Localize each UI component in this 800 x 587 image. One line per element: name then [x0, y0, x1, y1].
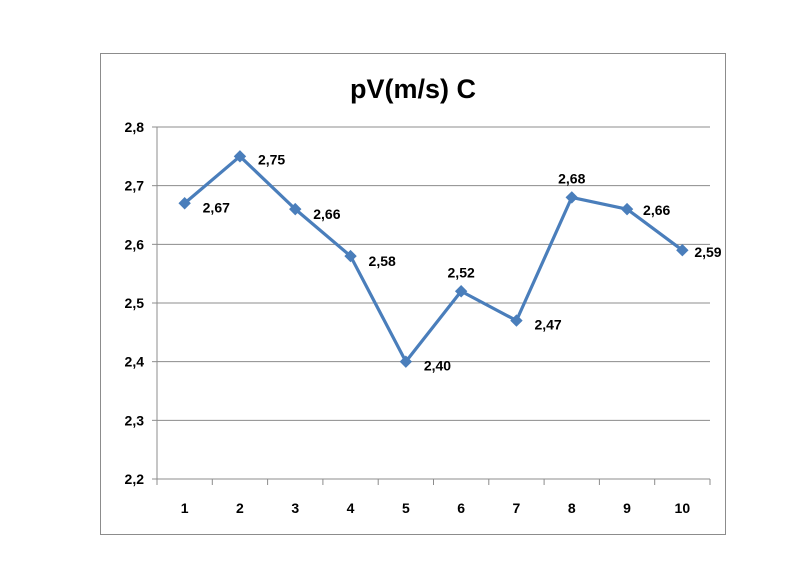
data-point-marker	[676, 243, 689, 257]
axes	[152, 126, 711, 485]
data-point-marker	[620, 202, 634, 216]
y-tick-label: 2,4	[125, 354, 145, 370]
data-label: 2,58	[369, 253, 396, 269]
x-tick-label: 8	[568, 500, 576, 516]
data-label: 2,68	[558, 170, 585, 186]
x-tick-label: 6	[457, 500, 465, 516]
x-tick-label: 5	[402, 500, 410, 516]
data-point-marker	[565, 191, 578, 204]
x-tick-label: 2	[236, 500, 244, 516]
y-tick-label: 2,6	[125, 236, 145, 252]
series-line	[183, 154, 684, 364]
y-tick-label: 2,2	[125, 471, 145, 487]
y-tick-label: 2,8	[125, 119, 145, 135]
gridlines	[157, 126, 710, 421]
x-tick-label: 4	[347, 500, 355, 516]
x-tick-label: 7	[513, 500, 521, 516]
data-point-marker	[233, 150, 247, 163]
data-label: 2,75	[258, 151, 285, 167]
data-point-marker	[454, 285, 468, 298]
y-tick-label: 2,3	[125, 412, 145, 428]
y-tick-label: 2,5	[125, 295, 145, 311]
data-label: 2,47	[534, 317, 561, 333]
data-labels: 2,67 2,75 2,66 2,58 2,40 2,52 2,47 2,68 2,66 2,59	[203, 151, 722, 373]
data-point-marker	[399, 355, 413, 368]
x-tick-label: 3	[291, 500, 299, 516]
data-markers	[178, 150, 689, 368]
data-label: 2,59	[694, 244, 721, 260]
data-label: 2,40	[424, 358, 451, 374]
series-line-path	[183, 154, 684, 364]
chart-area	[100, 53, 726, 535]
x-tick-label: 1	[181, 500, 189, 516]
y-axis-tick-labels: 2,2 2,3 2,4 2,5 2,6 2,7 2,8	[125, 119, 145, 487]
data-label: 2,52	[448, 264, 475, 280]
x-axis-tick-labels: 1 2 3 4 5 6 7 8 9 10	[181, 500, 691, 516]
data-label: 2,66	[313, 206, 340, 222]
data-point-marker	[510, 314, 523, 327]
data-label: 2,66	[643, 202, 670, 218]
data-point-marker	[178, 197, 191, 210]
data-point-marker	[344, 249, 357, 263]
x-tick-label: 10	[675, 500, 691, 516]
y-tick-label: 2,7	[125, 178, 145, 194]
x-tick-label: 9	[623, 500, 631, 516]
data-point-marker	[289, 202, 302, 216]
chart-title: pV(m/s) C	[350, 74, 476, 104]
data-label: 2,67	[203, 199, 230, 215]
